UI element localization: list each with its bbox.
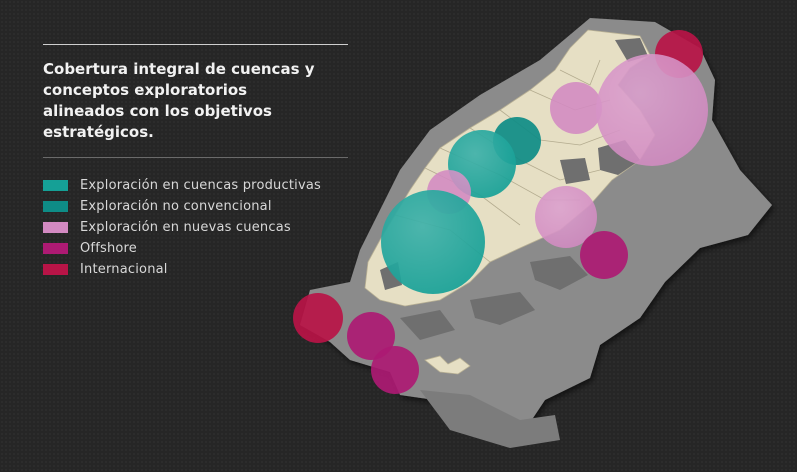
basin-offshore-south-1 bbox=[347, 312, 395, 360]
legend-item-productivas: Exploración en cuencas productivas bbox=[43, 175, 348, 196]
legend-label: Internacional bbox=[80, 262, 168, 277]
legend-item-internacional: Internacional bbox=[43, 259, 348, 280]
top-rule bbox=[43, 44, 348, 45]
legend-item-nuevas-cuencas: Exploración en nuevas cuencas bbox=[43, 217, 348, 238]
legend-label: Exploración no convencional bbox=[80, 199, 272, 214]
basin-new-small-north bbox=[550, 82, 602, 134]
legend-label: Exploración en cuencas productivas bbox=[80, 178, 321, 193]
islands bbox=[424, 355, 471, 375]
legend-swatch bbox=[43, 264, 68, 275]
legend-label: Exploración en nuevas cuencas bbox=[80, 220, 291, 235]
basin-offshore-south-2 bbox=[371, 346, 419, 394]
map-title: Cobertura integral de cuencas y concepto… bbox=[43, 60, 315, 141]
circle-highlights bbox=[381, 54, 708, 294]
legend-swatch bbox=[43, 243, 68, 254]
legend: Exploración en cuencas productivas Explo… bbox=[43, 175, 348, 280]
legend-label: Offshore bbox=[80, 241, 138, 256]
legend-item-offshore: Offshore bbox=[43, 238, 348, 259]
legend-swatch bbox=[43, 201, 68, 212]
legend-swatch bbox=[43, 222, 68, 233]
legend-swatch bbox=[43, 180, 68, 191]
shelf-islands bbox=[420, 390, 560, 448]
basin-international-west bbox=[293, 293, 343, 343]
legend-item-no-convencional: Exploración no convencional bbox=[43, 196, 348, 217]
inland-shapes bbox=[380, 38, 648, 340]
legend-panel: Cobertura integral de cuencas y concepto… bbox=[43, 44, 348, 280]
bottom-rule bbox=[43, 157, 348, 158]
basin-offshore-east bbox=[580, 231, 628, 279]
